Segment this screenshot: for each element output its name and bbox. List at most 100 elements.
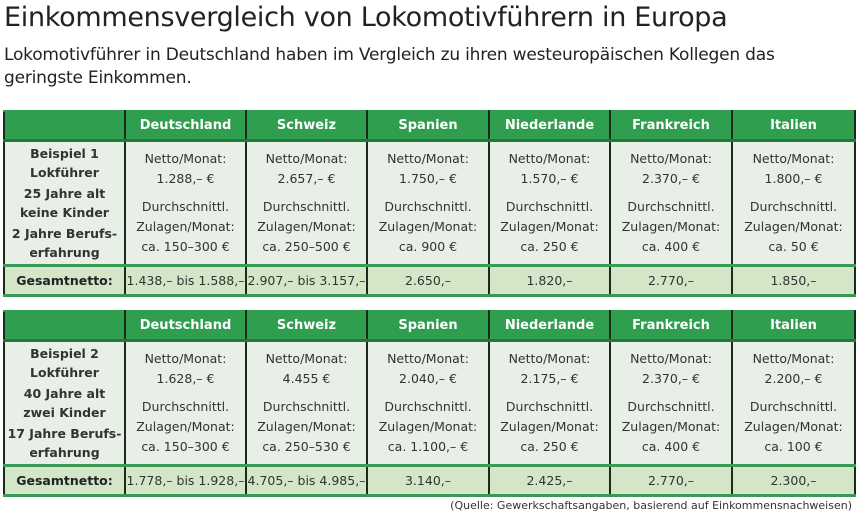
total-value: 1.438,– bis 1.588,– <box>124 264 247 297</box>
country-header: Frankreich <box>609 110 733 142</box>
zulagen-label: Durchschnittl. <box>505 399 594 414</box>
zulagen-label: Zulagen/Monat: <box>257 419 356 434</box>
netto-value: 2.370,– € <box>642 171 700 186</box>
spacer <box>733 389 854 397</box>
netto-label: Netto/Monat: <box>508 351 591 366</box>
netto-value: 1.750,– € <box>399 171 457 186</box>
income-cell: Netto/Monat: 2.370,– € Durchschnittl. Zulag… <box>609 340 733 466</box>
total-value: 2.907,– bis 3.157,– <box>245 264 368 297</box>
spacer <box>368 389 488 397</box>
profile-cell: Beispiel 2 Lokführer 40 Jahre alt zwei Kind… <box>3 340 126 466</box>
income-cell: Netto/Monat: 1.628,– € Durchschnittl. Zulag… <box>124 340 247 466</box>
netto-label: Netto/Monat: <box>144 151 227 166</box>
zulagen-label: Zulagen/Monat: <box>744 219 843 234</box>
zulagen-value: ca. 1.100,– € <box>387 439 469 454</box>
netto-value: 4.455 € <box>282 371 331 386</box>
zulagen-label: Durchschnittl. <box>384 199 472 214</box>
page-subtitle: Lokomotivführer in Deutschland haben im … <box>4 45 775 88</box>
zulagen-label: Durchschnittl. <box>627 399 715 414</box>
zulagen-label: Zulagen/Monat: <box>621 419 721 434</box>
netto-value: 2.175,– € <box>520 371 579 386</box>
total-value: 2.425,– <box>488 464 611 497</box>
total-row: Gesamtnetto: 1.778,– bis 1.928,– 4.705,– b… <box>3 464 856 497</box>
profile-line: Beispiel 1 <box>30 146 99 161</box>
netto-value: 2.370,– € <box>642 371 700 386</box>
netto-value: 1.800,– € <box>764 171 823 186</box>
country-header: Niederlande <box>488 310 611 342</box>
netto-label: Netto/Monat: <box>387 151 469 166</box>
total-value: 4.705,– bis 4.985,– <box>245 464 368 497</box>
total-row: Gesamtnetto: 1.438,– bis 1.588,– 2.907,– b… <box>3 264 856 297</box>
country-header: Schweiz <box>245 310 368 342</box>
spacer <box>611 389 731 397</box>
header-corner <box>3 310 126 342</box>
netto-label: Netto/Monat: <box>387 351 469 366</box>
zulagen-label: Zulagen/Monat: <box>621 219 721 234</box>
total-label: Gesamtnetto: <box>3 464 126 497</box>
income-cell: Netto/Monat: 2.370,– € Durchschnittl. Zulag… <box>609 140 733 266</box>
zulagen-label: Durchschnittl. <box>141 199 230 214</box>
netto-label: Netto/Monat: <box>265 151 348 166</box>
total-value: 1.850,– <box>731 264 856 297</box>
netto-value: 1.570,– € <box>520 171 579 186</box>
country-header: Niederlande <box>488 110 611 142</box>
profile-block: 2 Jahre Berufs-erfahrung <box>5 224 124 262</box>
profile-line: keine Kinder <box>20 205 109 220</box>
zulagen-label: Zulagen/Monat: <box>136 419 235 434</box>
netto-value: 1.628,– € <box>156 371 215 386</box>
country-header: Deutschland <box>124 310 247 342</box>
profile-line: erfahrung <box>29 445 100 460</box>
income-cell: Netto/Monat: 2.200,– € Durchschnittl. Zulag… <box>731 340 856 466</box>
zulagen-value: ca. 400 € <box>641 439 701 454</box>
zulagen-label: Zulagen/Monat: <box>378 419 478 434</box>
netto-label: Netto/Monat: <box>630 151 712 166</box>
total-value: 1.778,– bis 1.928,– <box>124 464 247 497</box>
zulagen-label: Zulagen/Monat: <box>378 219 478 234</box>
zulagen-label: Durchschnittl. <box>749 399 838 414</box>
country-header: Italien <box>731 310 856 342</box>
spacer <box>368 189 488 197</box>
zulagen-label: Zulagen/Monat: <box>744 419 843 434</box>
spacer <box>126 189 245 197</box>
zulagen-value: ca. 100 € <box>764 439 823 454</box>
total-value: 3.140,– <box>366 464 490 497</box>
netto-value: 1.288,– € <box>156 171 215 186</box>
zulagen-label: Durchschnittl. <box>627 199 715 214</box>
zulagen-value: ca. 250 € <box>520 239 579 254</box>
netto-value: 2.657,– € <box>277 171 336 186</box>
income-cell: Netto/Monat: 2.657,– € Durchschnittl. Zulag… <box>245 140 368 266</box>
netto-label: Netto/Monat: <box>508 151 591 166</box>
zulagen-label: Durchschnittl. <box>505 199 594 214</box>
profile-line: Lokführer <box>30 165 99 180</box>
zulagen-label: Zulagen/Monat: <box>500 219 599 234</box>
income-cell: Netto/Monat: 1.570,– € Durchschnittl. Zulag… <box>488 140 611 266</box>
zulagen-label: Durchschnittl. <box>384 399 472 414</box>
comparison-table-2: Deutschland Schweiz Spanien Niederlande Fran… <box>3 310 856 497</box>
income-cell: Netto/Monat: 1.288,– € Durchschnittl. Zulag… <box>124 140 247 266</box>
page-title: Einkommensvergleich von Lokomotivführern… <box>4 2 728 33</box>
source-note: (Quelle: Gewerkschaftsangaben, basierend… <box>450 499 852 512</box>
income-cell: Netto/Monat: 2.175,– € Durchschnittl. Zulag… <box>488 340 611 466</box>
country-header: Spanien <box>366 110 490 142</box>
profile-cell: Beispiel 1 Lokführer 25 Jahre alt keine Kin… <box>3 140 126 266</box>
netto-value: 2.200,– € <box>764 371 823 386</box>
netto-label: Netto/Monat: <box>144 351 227 366</box>
spacer <box>490 389 609 397</box>
zulagen-label: Zulagen/Monat: <box>257 219 356 234</box>
netto-label: Netto/Monat: <box>265 351 348 366</box>
spacer <box>611 189 731 197</box>
total-value: 1.820,– <box>488 264 611 297</box>
netto-label: Netto/Monat: <box>752 151 835 166</box>
zulagen-label: Zulagen/Monat: <box>500 419 599 434</box>
spacer <box>733 189 854 197</box>
spacer <box>247 389 366 397</box>
income-cell: Netto/Monat: 1.800,– € Durchschnittl. Zulag… <box>731 140 856 266</box>
income-cell: Netto/Monat: 2.040,– € Durchschnittl. Zulag… <box>366 340 490 466</box>
netto-value: 2.040,– € <box>399 371 457 386</box>
total-value: 2.300,– <box>731 464 856 497</box>
income-cell: Netto/Monat: 1.750,– € Durchschnittl. Zulag… <box>366 140 490 266</box>
profile-block: 40 Jahre alt zwei Kinder <box>5 384 124 422</box>
profile-line: 40 Jahre alt <box>23 386 106 401</box>
total-value: 2.770,– <box>609 264 733 297</box>
zulagen-value: ca. 250–530 € <box>262 439 351 454</box>
